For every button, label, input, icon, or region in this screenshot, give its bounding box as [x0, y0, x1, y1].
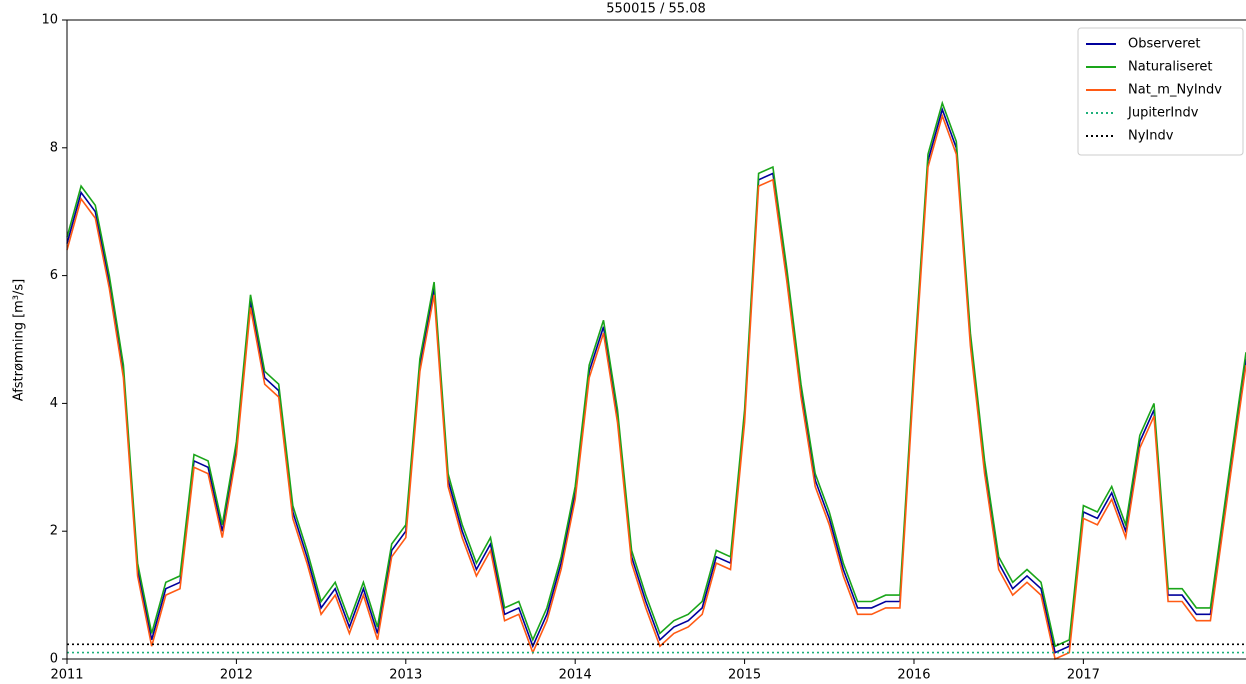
- x-tick-label: 2015: [728, 668, 761, 683]
- x-tick-label: 2012: [220, 668, 253, 683]
- legend-label: NyIndv: [1128, 129, 1174, 144]
- legend-box: [1077, 27, 1244, 156]
- y-tick-label: 4: [50, 396, 58, 411]
- x-tick-label: 2017: [1067, 668, 1100, 683]
- y-tick-label: 2: [50, 524, 58, 539]
- x-tick-label: 2016: [897, 668, 930, 683]
- y-tick-label: 6: [50, 268, 58, 283]
- legend-label: Nat_m_NyIndv: [1128, 83, 1222, 98]
- series-line: [66, 106, 1246, 654]
- y-tick-label: 8: [50, 140, 58, 155]
- axes-frame: [66, 19, 1246, 660]
- legend-label: JupiterIndv: [1127, 106, 1199, 121]
- x-tick-label: 2011: [50, 668, 83, 683]
- x-tick-label: 2014: [559, 668, 592, 683]
- chart-title: 550015 / 55.08: [606, 2, 706, 17]
- legend-label: Naturaliseret: [1128, 60, 1213, 75]
- y-axis-label: Afstrømning [m³/s]: [12, 279, 27, 401]
- series-line: [66, 113, 1246, 661]
- y-tick-label: 0: [50, 652, 58, 667]
- x-tick-label: 2013: [389, 668, 422, 683]
- legend-label: Observeret: [1128, 37, 1200, 52]
- series-line: [66, 100, 1246, 648]
- y-tick-label: 10: [41, 13, 58, 28]
